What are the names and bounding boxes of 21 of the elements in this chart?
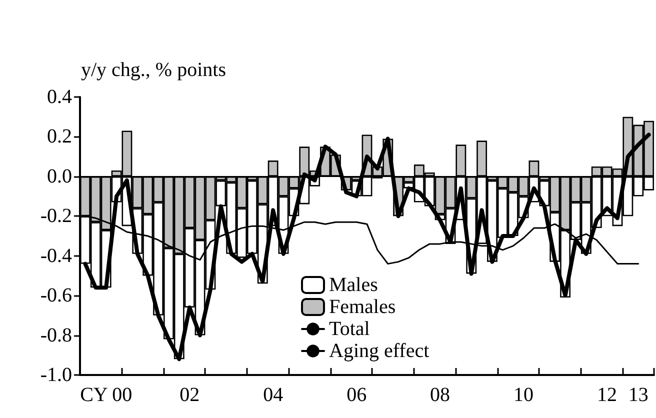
x-tick-label: 04 [263, 384, 284, 406]
y-tick-label: -0.6 [40, 284, 72, 307]
x-tick-label: 10 [514, 384, 534, 406]
x-tick-label: 12 [597, 384, 618, 406]
x-tick-label: 08 [430, 384, 450, 406]
y-tick-label: -0.8 [40, 324, 72, 346]
x-tick-label: 06 [346, 384, 367, 406]
y-tick-label: 0.2 [47, 126, 72, 148]
y-axis-title: y/y chg., % points [81, 59, 226, 81]
legend-label: Total [329, 318, 370, 340]
x-tick-label: 13 [628, 384, 648, 406]
y-tick-label: 0.4 [47, 86, 72, 108]
y-tick-label: 0.0 [47, 165, 72, 188]
legend-label: Males [329, 274, 378, 296]
y-tick-label: -0.4 [40, 244, 72, 267]
legend-label: Females [329, 296, 396, 318]
y-tick-label: -0.2 [40, 205, 72, 228]
y-tick-label: -1.0 [40, 364, 72, 386]
x-tick-label: CY 00 [80, 384, 132, 406]
legend-label: Aging effect [329, 340, 430, 362]
x-tick-label: 02 [180, 384, 200, 406]
